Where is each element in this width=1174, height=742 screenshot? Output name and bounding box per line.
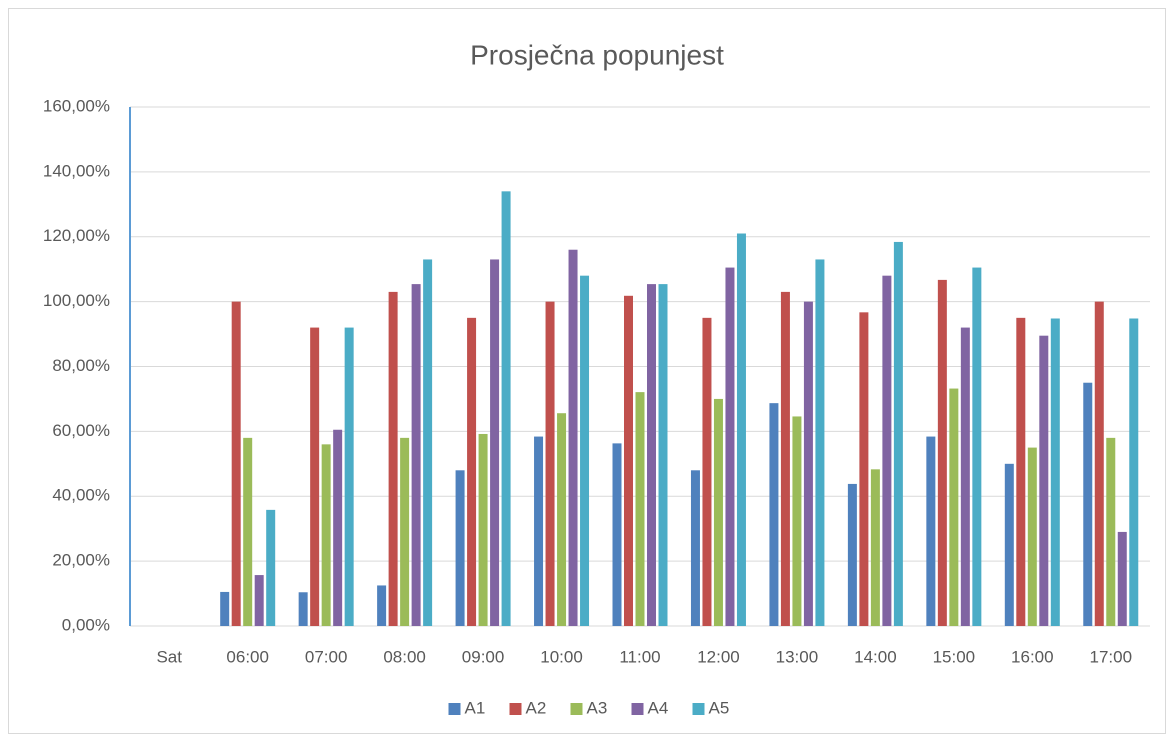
bar	[792, 416, 802, 626]
bar	[736, 233, 746, 626]
chart-title: Prosječna popunjest	[470, 39, 724, 70]
y-tick-label: 120,00%	[43, 226, 110, 245]
y-tick-label: 20,00%	[52, 551, 110, 570]
legend-swatch	[448, 703, 461, 715]
bar	[344, 327, 354, 626]
x-tick-label: 11:00	[619, 647, 660, 666]
y-tick-label: 160,00%	[43, 96, 110, 115]
bar	[1083, 382, 1093, 626]
bar	[815, 259, 825, 626]
x-tick-label: 13:00	[776, 647, 819, 666]
bar	[266, 509, 276, 626]
x-tick-label: 07:00	[305, 647, 348, 666]
bar	[388, 291, 398, 626]
bar	[690, 470, 700, 626]
bar	[769, 403, 779, 626]
legend-label: A1	[465, 698, 486, 717]
bar	[557, 413, 567, 626]
bar	[972, 267, 982, 626]
bar	[926, 436, 936, 626]
bar	[478, 433, 488, 626]
bar	[377, 585, 387, 626]
x-tick-label: 12:00	[697, 647, 740, 666]
bar	[534, 436, 544, 626]
x-tick-label: 08:00	[383, 647, 426, 666]
bar	[490, 259, 500, 626]
bar	[1117, 531, 1127, 626]
bar	[725, 267, 735, 626]
bar	[400, 437, 410, 626]
legend-label: A4	[648, 698, 669, 717]
bar	[1027, 447, 1037, 626]
x-tick-label: 14:00	[854, 647, 897, 666]
bar	[1004, 463, 1014, 626]
legend-label: A2	[526, 698, 547, 717]
legend-swatch	[570, 703, 583, 715]
bar	[545, 301, 555, 626]
bar	[635, 392, 645, 626]
bar	[1016, 317, 1026, 626]
legend-swatch	[631, 703, 644, 715]
bar	[647, 284, 656, 626]
bar	[501, 191, 511, 626]
bar	[411, 284, 421, 626]
bar	[254, 575, 264, 626]
bar	[333, 429, 343, 626]
x-tick-label: Sat	[156, 647, 182, 666]
bar	[580, 275, 590, 626]
bar	[231, 301, 241, 626]
y-tick-label: 40,00%	[52, 486, 110, 505]
bar	[1106, 437, 1116, 626]
y-tick-label: 140,00%	[43, 161, 110, 180]
legend-swatch	[509, 703, 522, 715]
bar	[960, 327, 970, 626]
bar	[220, 591, 230, 626]
bar	[949, 388, 959, 626]
bar	[882, 275, 892, 626]
bar	[467, 317, 477, 626]
x-tick-label: 09:00	[462, 647, 505, 666]
y-tick-label: 100,00%	[43, 291, 110, 310]
legend-swatch	[692, 703, 705, 715]
x-tick-label: 10:00	[540, 647, 583, 666]
bar	[624, 295, 633, 626]
bar	[658, 284, 668, 626]
bar	[893, 241, 903, 626]
bar	[612, 443, 622, 626]
x-tick-label: 15:00	[933, 647, 976, 666]
legend-label: A3	[587, 698, 608, 717]
bar	[1050, 318, 1060, 626]
bar	[423, 259, 433, 626]
x-tick-label: 06:00	[226, 647, 269, 666]
bar	[937, 279, 947, 626]
bar	[702, 317, 712, 626]
y-tick-label: 0,00%	[62, 615, 110, 634]
bar	[803, 301, 813, 626]
x-tick-label: 17:00	[1089, 647, 1132, 666]
x-tick-label: 16:00	[1011, 647, 1054, 666]
bar	[310, 327, 320, 626]
bar	[1094, 301, 1104, 626]
legend-label: A5	[709, 698, 730, 717]
bar	[780, 291, 790, 626]
y-tick-label: 80,00%	[52, 356, 110, 375]
y-tick-label: 60,00%	[52, 421, 110, 440]
bar	[568, 249, 578, 626]
bar	[1129, 318, 1139, 626]
bar	[243, 437, 253, 626]
bar	[713, 398, 723, 626]
bar	[1039, 335, 1049, 626]
bar	[298, 592, 308, 626]
bar	[870, 469, 880, 626]
bar	[321, 444, 331, 626]
bar	[455, 470, 465, 626]
bar	[847, 483, 857, 626]
bar	[859, 312, 869, 626]
